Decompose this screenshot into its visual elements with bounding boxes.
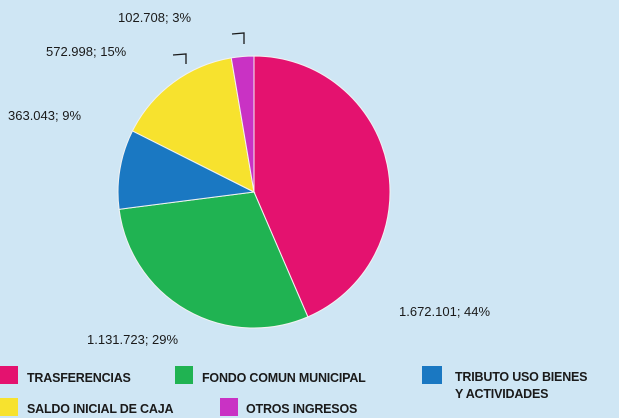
- legend-swatch-trasferencias: [0, 366, 18, 384]
- legend-label-trasferencias: TRASFERENCIAS: [27, 371, 131, 385]
- legend-swatch-tributo: [422, 366, 442, 384]
- legend-label-fondo-comun: FONDO COMUN MUNICIPAL: [202, 371, 366, 385]
- pie-slice-tributo-uso-bienes-y-actividades: [117, 130, 256, 210]
- pie-slice-fondo-comun-municipal: [118, 191, 309, 329]
- legend-label-otros-ingresos: OTROS INGRESOS: [246, 402, 357, 416]
- legend: TRASFERENCIAS FONDO COMUN MUNICIPAL TRIB…: [0, 366, 587, 416]
- legend-label-saldo-inicial: SALDO INICIAL DE CAJA: [27, 402, 173, 416]
- label-otros-ingresos: 102.708; 3%: [118, 10, 191, 25]
- legend-label-tributo-line1: TRIBUTO USO BIENES: [455, 370, 587, 384]
- leader-line-saldo: [172, 53, 187, 64]
- label-saldo-inicial: 572.998; 15%: [46, 44, 127, 59]
- legend-swatch-saldo-inicial: [0, 398, 18, 416]
- leader-line-otros: [231, 32, 245, 44]
- legend-swatch-fondo-comun: [175, 366, 193, 384]
- label-trasferencias: 1.672.101; 44%: [399, 304, 491, 319]
- pie-slices: [117, 55, 391, 329]
- label-tributo: 363.043; 9%: [8, 108, 81, 123]
- legend-label-tributo-line2: Y ACTIVIDADES: [455, 387, 548, 401]
- legend-swatch-otros-ingresos: [220, 398, 238, 416]
- label-fondo-comun: 1.131.723; 29%: [87, 332, 179, 347]
- pie-slice-saldo-inicial-de-caja: [131, 57, 255, 193]
- pie-slice-trasferencias: [253, 55, 391, 318]
- pie-slice-otros-ingresos: [230, 55, 255, 193]
